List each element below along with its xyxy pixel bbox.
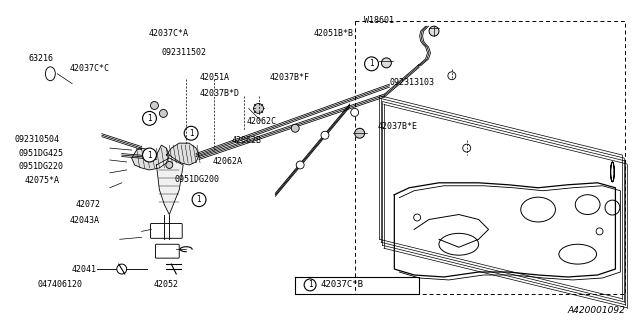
Text: 1: 1 — [189, 129, 193, 138]
Circle shape — [116, 264, 127, 274]
Circle shape — [381, 58, 392, 68]
Text: 63216: 63216 — [28, 54, 53, 63]
Text: 092310504: 092310504 — [14, 135, 59, 144]
Text: 42075*A: 42075*A — [25, 176, 60, 185]
Text: 1: 1 — [147, 114, 152, 123]
Text: 42037B*F: 42037B*F — [269, 73, 309, 82]
Circle shape — [365, 57, 378, 71]
Polygon shape — [156, 158, 183, 214]
Circle shape — [429, 26, 439, 36]
Polygon shape — [166, 143, 199, 165]
Text: 1: 1 — [369, 59, 374, 68]
Circle shape — [413, 214, 420, 221]
Circle shape — [192, 193, 206, 207]
Text: 42062A: 42062A — [212, 157, 242, 166]
Text: 1: 1 — [196, 195, 202, 204]
Circle shape — [596, 228, 603, 235]
Circle shape — [184, 126, 198, 140]
Circle shape — [159, 109, 167, 117]
Text: W18601: W18601 — [364, 16, 394, 25]
Circle shape — [166, 162, 173, 168]
Text: 42041: 42041 — [71, 265, 96, 274]
Circle shape — [143, 111, 156, 125]
Circle shape — [448, 72, 456, 80]
Text: 42037B*E: 42037B*E — [377, 122, 417, 131]
Text: 42062B: 42062B — [231, 136, 261, 146]
Text: 42051B*B: 42051B*B — [314, 28, 354, 38]
Polygon shape — [132, 145, 170, 170]
Circle shape — [253, 103, 264, 113]
Text: 0951DG220: 0951DG220 — [19, 162, 63, 171]
Text: 092313103: 092313103 — [390, 78, 435, 87]
Text: 1: 1 — [147, 150, 152, 160]
Circle shape — [321, 131, 329, 139]
Text: 42037C*C: 42037C*C — [69, 63, 109, 73]
Text: 42051A: 42051A — [200, 73, 230, 82]
Text: 0951DG425: 0951DG425 — [19, 149, 63, 158]
Text: A420001092: A420001092 — [568, 306, 625, 315]
Circle shape — [463, 144, 470, 152]
Circle shape — [296, 161, 304, 169]
Text: 42072: 42072 — [76, 200, 100, 209]
Circle shape — [304, 279, 316, 291]
Text: 42062C: 42062C — [247, 117, 277, 126]
Text: 42037B*D: 42037B*D — [200, 89, 239, 98]
Text: 047406120: 047406120 — [38, 280, 83, 289]
Text: 42052: 42052 — [154, 280, 179, 289]
Text: 42037C*B: 42037C*B — [321, 280, 364, 289]
Text: 42037C*A: 42037C*A — [148, 28, 189, 38]
Circle shape — [150, 101, 159, 109]
Text: 42043A: 42043A — [69, 216, 99, 225]
Text: 092311502: 092311502 — [161, 48, 206, 57]
Circle shape — [291, 124, 299, 132]
Circle shape — [143, 148, 156, 162]
Text: 1: 1 — [308, 280, 312, 289]
Circle shape — [351, 108, 358, 116]
Circle shape — [355, 128, 365, 138]
Text: 0951DG200: 0951DG200 — [174, 174, 219, 184]
